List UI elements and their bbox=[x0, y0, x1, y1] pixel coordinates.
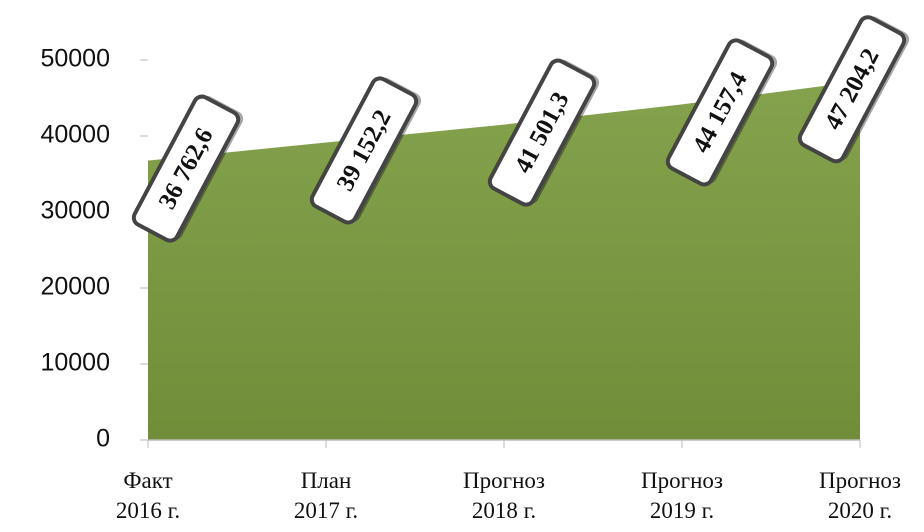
y-tick-label: 10000 bbox=[40, 349, 110, 377]
data-label-box bbox=[487, 58, 597, 207]
x-tick-label: 2016 г. bbox=[116, 498, 180, 523]
data-label-box bbox=[309, 76, 419, 225]
x-tick-label: 2018 г. bbox=[472, 498, 536, 523]
data-label-box bbox=[131, 94, 241, 243]
x-tick-label: 2019 г. bbox=[650, 498, 714, 523]
x-tick-label: Факт bbox=[123, 468, 172, 493]
x-tick-label: Прогноз bbox=[641, 468, 723, 493]
y-tick-label: 30000 bbox=[40, 197, 110, 225]
y-tick-label: 50000 bbox=[40, 45, 110, 73]
y-tick-label: 40000 bbox=[40, 121, 110, 149]
x-tick-label: 2017 г. bbox=[294, 498, 358, 523]
data-label-box bbox=[665, 38, 775, 187]
x-tick-label: 2020 г. bbox=[828, 498, 892, 523]
x-tick-label: План bbox=[301, 468, 352, 493]
data-label: 36 762,6 bbox=[131, 94, 244, 243]
area-shade bbox=[148, 81, 860, 440]
y-tick-label: 0 bbox=[96, 425, 110, 453]
x-tick-label: Прогноз bbox=[463, 468, 545, 493]
y-tick-label: 20000 bbox=[40, 273, 110, 301]
x-tick-label: Прогноз bbox=[819, 468, 901, 493]
data-label-box bbox=[797, 15, 907, 164]
